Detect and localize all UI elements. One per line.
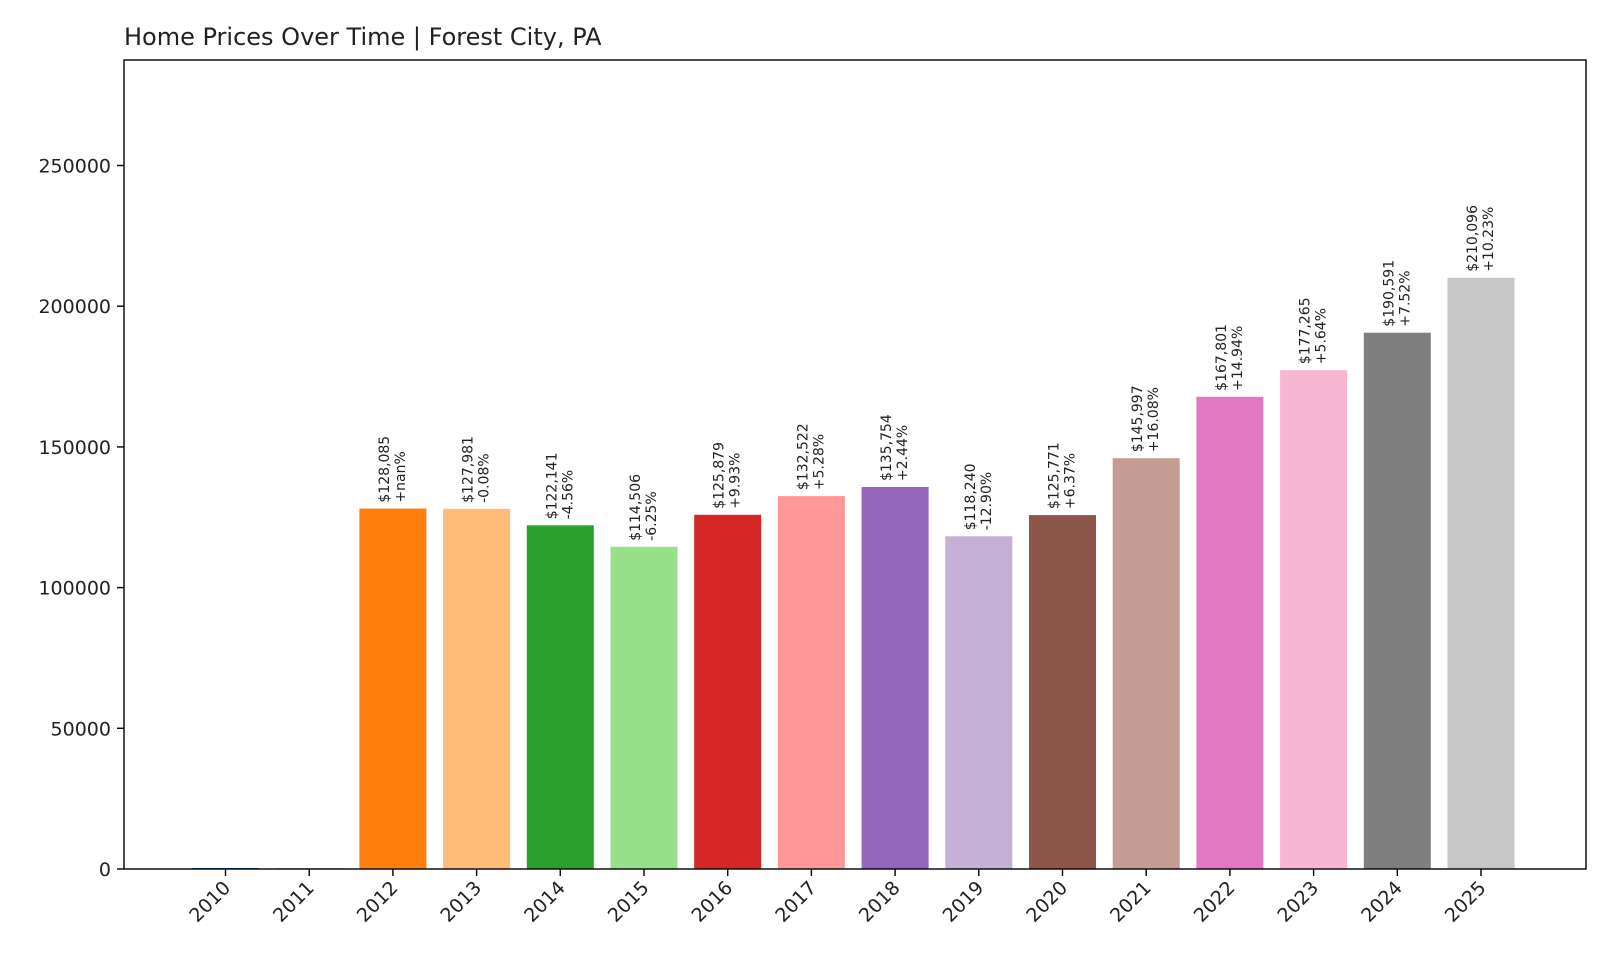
bar-change-label: +5.28% xyxy=(811,434,827,490)
bar-2016 xyxy=(694,514,762,869)
x-tick-label: 2013 xyxy=(436,877,486,927)
bar-change-label: -6.25% xyxy=(644,491,660,541)
x-tick-label: 2019 xyxy=(939,877,989,927)
bar-value-label: $118,240 xyxy=(963,463,979,530)
bar-2022 xyxy=(1196,396,1264,869)
x-tick-label: 2022 xyxy=(1190,877,1240,927)
bar-2017 xyxy=(777,496,845,869)
bar-change-label: -4.56% xyxy=(560,470,576,520)
bar-value-label: $177,265 xyxy=(1298,297,1314,364)
x-tick-label: 2025 xyxy=(1441,877,1491,927)
bar-labels-layer: $128,085 +nan% $127,981 -0.08% $122,141 -4.56… xyxy=(377,205,1497,541)
bar-change-label: -12.90% xyxy=(979,472,995,530)
bar-value-label: $122,141 xyxy=(544,452,560,519)
bar-change-label: +10.23% xyxy=(1481,207,1497,272)
bar-change-label: +nan% xyxy=(393,451,409,502)
bar-2020 xyxy=(1029,515,1096,869)
bar-2018 xyxy=(861,487,929,869)
x-tick-label: 2020 xyxy=(1022,877,1072,927)
bar-value-label: $114,506 xyxy=(628,474,644,541)
bar-change-label: +9.93% xyxy=(728,453,744,509)
x-tick-label: 2014 xyxy=(520,877,570,927)
bar-2015 xyxy=(610,546,678,869)
x-tick-label: 2023 xyxy=(1273,877,1323,927)
x-tick-label: 2015 xyxy=(604,877,654,927)
bar-change-label: +5.64% xyxy=(1314,308,1330,364)
bar-change-label: +2.44% xyxy=(895,425,911,481)
bar-value-label: $125,879 xyxy=(712,442,728,509)
bar-value-label: $190,591 xyxy=(1381,260,1397,327)
bar-change-label: +6.37% xyxy=(1063,453,1079,509)
bar-value-label: $132,522 xyxy=(795,423,811,490)
x-tick-label: 2011 xyxy=(269,877,319,927)
x-tick-label: 2021 xyxy=(1106,877,1156,927)
x-tick-label: 2018 xyxy=(855,877,905,927)
bar-value-label: $127,981 xyxy=(461,436,477,503)
y-tick-label: 250000 xyxy=(38,156,111,178)
bar-value-label: $167,801 xyxy=(1214,324,1230,391)
bar-2019 xyxy=(945,536,1013,869)
bar-2013 xyxy=(443,508,511,869)
bar-value-label: $125,771 xyxy=(1047,442,1063,509)
x-tick-label: 2017 xyxy=(771,877,821,927)
x-tick-label: 2012 xyxy=(353,877,403,927)
y-tick-label: 50000 xyxy=(51,718,111,740)
y-tick-label: 100000 xyxy=(38,578,111,600)
bar-change-label: -0.08% xyxy=(477,453,493,503)
bar-value-label: $128,085 xyxy=(377,436,393,503)
bar-2023 xyxy=(1280,370,1348,869)
x-tick-label: 2010 xyxy=(185,877,235,927)
y-tick-label: 0 xyxy=(99,859,111,881)
bar-value-label: $145,997 xyxy=(1130,385,1146,452)
bars-layer xyxy=(192,277,1515,870)
bar-value-label: $135,754 xyxy=(879,414,895,481)
bar-change-label: +7.52% xyxy=(1397,270,1413,326)
bar-2014 xyxy=(526,525,594,869)
axes-layer: 0 50000 100000 150000 200000 250000 2010 2011 20… xyxy=(38,156,1490,927)
bar-change-label: +14.94% xyxy=(1230,326,1246,391)
plot-frame xyxy=(123,59,1587,870)
bar-2025 xyxy=(1447,277,1515,870)
bar-2012 xyxy=(359,508,427,869)
bar-value-label: $210,096 xyxy=(1465,205,1481,272)
bar-2024 xyxy=(1363,332,1431,870)
bar-change-label: +16.08% xyxy=(1146,387,1162,452)
x-tick-label: 2024 xyxy=(1357,877,1407,927)
y-tick-label: 150000 xyxy=(38,437,111,459)
y-tick-label: 200000 xyxy=(38,296,111,318)
chart-title: Home Prices Over Time | Forest City, PA xyxy=(124,23,602,51)
x-tick-label: 2016 xyxy=(687,877,737,927)
bar-2021 xyxy=(1112,458,1180,869)
